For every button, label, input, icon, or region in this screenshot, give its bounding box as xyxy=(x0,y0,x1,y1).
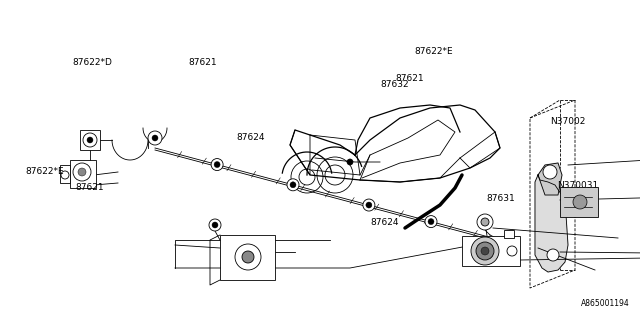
Text: 87631: 87631 xyxy=(486,194,515,203)
Text: A865001194: A865001194 xyxy=(581,299,630,308)
Circle shape xyxy=(481,247,489,255)
Circle shape xyxy=(235,244,261,270)
Circle shape xyxy=(573,195,587,209)
Circle shape xyxy=(214,162,220,168)
Circle shape xyxy=(290,182,296,188)
Circle shape xyxy=(477,214,493,230)
Text: 87624: 87624 xyxy=(370,218,399,227)
Circle shape xyxy=(543,165,557,179)
Circle shape xyxy=(366,202,372,208)
Polygon shape xyxy=(535,175,568,272)
Circle shape xyxy=(481,218,489,226)
Circle shape xyxy=(87,137,93,143)
Circle shape xyxy=(425,216,437,228)
Polygon shape xyxy=(538,163,562,195)
Bar xyxy=(504,230,514,238)
Circle shape xyxy=(347,159,353,165)
Circle shape xyxy=(78,168,86,176)
Circle shape xyxy=(152,135,158,141)
Text: 87621: 87621 xyxy=(396,74,424,83)
Bar xyxy=(70,160,96,188)
Circle shape xyxy=(476,242,494,260)
Bar xyxy=(220,235,275,280)
Circle shape xyxy=(148,131,162,145)
Bar xyxy=(462,236,520,266)
Circle shape xyxy=(363,199,375,211)
Text: 87632: 87632 xyxy=(381,80,410,89)
Bar xyxy=(80,130,100,150)
Circle shape xyxy=(287,179,299,191)
Text: 87622*E: 87622*E xyxy=(26,167,64,176)
Circle shape xyxy=(211,159,223,171)
Text: 87621: 87621 xyxy=(76,183,104,192)
Circle shape xyxy=(547,249,559,261)
Bar xyxy=(60,165,70,183)
Text: 87622*D: 87622*D xyxy=(72,58,112,67)
Text: N37002: N37002 xyxy=(550,117,586,126)
Bar xyxy=(560,187,598,217)
Circle shape xyxy=(428,219,434,225)
Text: N370031: N370031 xyxy=(557,181,598,190)
Text: 87624: 87624 xyxy=(237,133,266,142)
Circle shape xyxy=(471,237,499,265)
Text: 87622*E: 87622*E xyxy=(415,47,453,56)
Circle shape xyxy=(242,251,254,263)
Circle shape xyxy=(209,219,221,231)
Text: 87621: 87621 xyxy=(189,58,218,67)
Circle shape xyxy=(212,222,218,228)
